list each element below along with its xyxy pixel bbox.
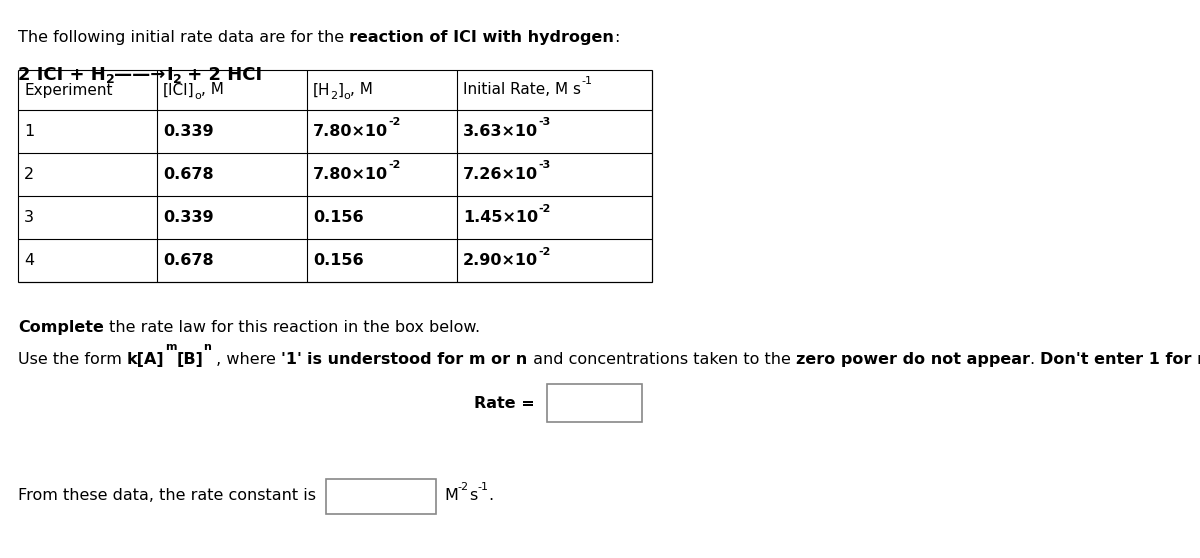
Text: 3: 3 <box>24 210 34 225</box>
Text: .: . <box>488 488 493 503</box>
Text: k[A]: k[A] <box>127 352 164 367</box>
Text: -1: -1 <box>478 482 488 492</box>
Text: -2: -2 <box>388 161 401 171</box>
Text: 0.339: 0.339 <box>163 210 214 225</box>
Text: Experiment: Experiment <box>24 83 113 98</box>
Text: ——→: ——→ <box>114 66 166 84</box>
Text: From these data, the rate constant is: From these data, the rate constant is <box>18 488 316 503</box>
Text: 7.26×10: 7.26×10 <box>463 167 538 182</box>
Text: 0.678: 0.678 <box>163 253 214 268</box>
Text: 2.90×10: 2.90×10 <box>463 253 538 268</box>
Text: [H: [H <box>313 83 330 98</box>
Text: -2: -2 <box>538 204 551 214</box>
Text: 7.80×10: 7.80×10 <box>313 124 388 139</box>
Text: and concentrations taken to the: and concentrations taken to the <box>528 352 796 367</box>
Text: + 2 HCI: + 2 HCI <box>181 66 263 84</box>
Text: 1: 1 <box>24 124 35 139</box>
FancyBboxPatch shape <box>326 479 436 513</box>
Text: 7.80×10: 7.80×10 <box>313 167 388 182</box>
Text: ]: ] <box>337 83 343 98</box>
Text: Use the form: Use the form <box>18 352 127 367</box>
Text: zero power do not appear: zero power do not appear <box>796 352 1030 367</box>
Text: -2: -2 <box>458 482 469 492</box>
Text: -1: -1 <box>581 76 592 86</box>
Text: m: m <box>164 342 176 352</box>
Text: Rate =: Rate = <box>474 396 535 411</box>
Text: o: o <box>343 91 350 101</box>
Text: n: n <box>203 342 211 352</box>
Text: 2 ICI + H: 2 ICI + H <box>18 66 106 84</box>
Text: 2: 2 <box>173 73 181 86</box>
Text: 4: 4 <box>24 253 34 268</box>
Text: -2: -2 <box>388 118 401 127</box>
Text: reaction of ICI with hydrogen: reaction of ICI with hydrogen <box>349 30 614 45</box>
Text: [ICI]: [ICI] <box>163 83 194 98</box>
Text: 2: 2 <box>24 167 34 182</box>
Text: is understood for m or n: is understood for m or n <box>307 352 528 367</box>
Text: , M: , M <box>202 83 224 98</box>
Text: -2: -2 <box>538 247 551 257</box>
Text: o: o <box>194 91 202 101</box>
Text: s: s <box>469 488 478 503</box>
Text: [B]: [B] <box>176 352 203 367</box>
Text: 0.156: 0.156 <box>313 253 364 268</box>
Text: Don't enter 1 for m or n: Don't enter 1 for m or n <box>1040 352 1200 367</box>
Text: 0.156: 0.156 <box>313 210 364 225</box>
Text: I: I <box>166 66 173 84</box>
Text: 0.339: 0.339 <box>163 124 214 139</box>
Text: The following initial rate data are for the: The following initial rate data are for … <box>18 30 349 45</box>
Text: the rate law for this reaction in the box below.: the rate law for this reaction in the bo… <box>104 320 480 335</box>
Text: :: : <box>614 30 619 45</box>
Text: 0.678: 0.678 <box>163 167 214 182</box>
Text: , M: , M <box>350 83 373 98</box>
Text: 3.63×10: 3.63×10 <box>463 124 538 139</box>
Text: 2: 2 <box>330 91 337 101</box>
Text: .: . <box>1030 352 1040 367</box>
Text: Complete: Complete <box>18 320 104 335</box>
Text: M: M <box>444 488 458 503</box>
FancyBboxPatch shape <box>547 384 642 422</box>
Text: 2: 2 <box>106 73 114 86</box>
Text: -3: -3 <box>538 161 551 171</box>
Text: '1': '1' <box>281 352 307 367</box>
Text: -3: -3 <box>538 118 551 127</box>
Text: Initial Rate, M s: Initial Rate, M s <box>463 83 581 98</box>
Text: 1.45×10: 1.45×10 <box>463 210 538 225</box>
Text: , where: , where <box>211 352 281 367</box>
